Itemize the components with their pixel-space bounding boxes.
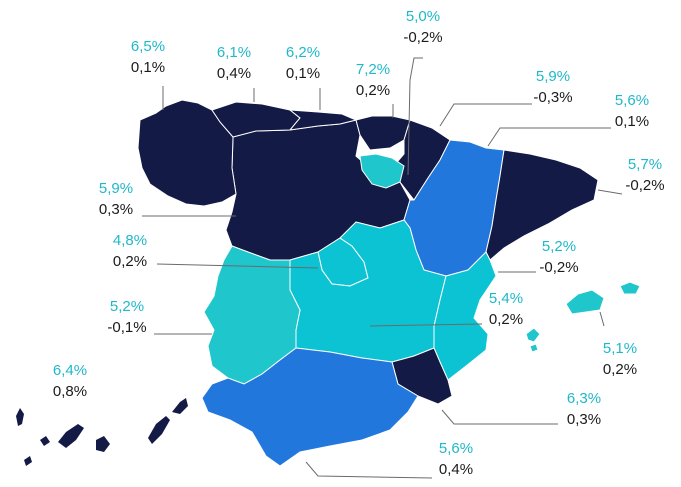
label-pais-vasco: 7,2% 0,2% — [353, 59, 393, 101]
region-baleares-menorca — [619, 281, 641, 295]
label-la-rioja: 5,0% -0,2% — [400, 6, 446, 48]
label-navarra: 5,9% -0,3% — [530, 66, 576, 108]
label-c-valenciana: 5,2% -0,2% — [536, 236, 582, 278]
label-baleares: 5,1% 0,2% — [600, 338, 640, 380]
label-andalucia-value: 5,6% — [438, 440, 474, 457]
label-madrid-delta: 0,2% — [112, 253, 148, 270]
label-navarra-value: 5,9% — [535, 68, 571, 85]
region-canarias-gran-canaria — [96, 436, 110, 452]
region-canarias-la-palma — [16, 408, 24, 426]
label-extremadura-value: 5,2% — [109, 298, 145, 315]
leader-andalucia — [305, 461, 433, 479]
label-cantabria-value: 6,2% — [285, 44, 321, 61]
region-canarias-fuerteventura — [148, 416, 170, 444]
label-cataluna: 5,7% -0,2% — [622, 154, 668, 196]
label-la-rioja-value: 5,0% — [405, 8, 441, 25]
label-madrid-value: 4,8% — [112, 232, 148, 249]
label-baleares-delta: 0,2% — [602, 361, 638, 378]
label-madrid: 4,8% 0,2% — [110, 230, 150, 272]
label-pais-vasco-value: 7,2% — [355, 61, 391, 78]
label-andalucia-delta: 0,4% — [438, 461, 474, 478]
label-c-valenciana-value: 5,2% — [541, 238, 577, 255]
region-baleares-formentera — [529, 343, 539, 353]
label-extremadura: 5,2% -0,1% — [104, 296, 150, 338]
label-murcia: 6,3% 0,3% — [564, 388, 604, 430]
label-canarias-delta: 0,8% — [52, 383, 88, 400]
label-baleares-value: 5,1% — [602, 340, 638, 357]
label-asturias-value: 6,1% — [216, 44, 252, 61]
label-castilla-la-mancha: 5,4% 0,2% — [486, 288, 526, 330]
region-c-valenciana — [433, 251, 497, 381]
label-castilla-leon-delta: 0,3% — [98, 201, 134, 218]
label-galicia-delta: 0,1% — [130, 59, 166, 76]
label-navarra-delta: -0,3% — [533, 89, 573, 106]
label-murcia-delta: 0,3% — [566, 411, 602, 428]
leader-lines — [142, 57, 623, 479]
label-pais-vasco-delta: 0,2% — [355, 82, 391, 99]
region-cataluna — [485, 149, 599, 261]
label-cantabria: 6,2% 0,1% — [283, 42, 323, 84]
label-castilla-leon: 5,9% 0,3% — [96, 178, 136, 220]
label-canarias-value: 6,4% — [52, 362, 88, 379]
label-asturias-delta: 0,4% — [216, 65, 252, 82]
region-canarias-la-gomera — [40, 436, 50, 446]
region-pais-vasco — [355, 115, 411, 151]
leader-la-rioja — [407, 57, 423, 176]
label-andalucia: 5,6% 0,4% — [436, 438, 476, 480]
label-canarias: 6,4% 0,8% — [50, 360, 90, 402]
region-canarias-el-hierro — [24, 456, 32, 466]
leader-madrid — [156, 263, 319, 269]
region-la-rioja — [359, 153, 405, 189]
region-cantabria — [288, 109, 358, 131]
leader-navarra — [439, 103, 532, 127]
label-aragon-delta: 0,1% — [614, 113, 650, 130]
region-canarias-tenerife — [58, 424, 84, 448]
label-aragon-value: 5,6% — [614, 92, 650, 109]
label-asturias: 6,1% 0,4% — [214, 42, 254, 84]
label-galicia: 6,5% 0,1% — [128, 36, 168, 78]
label-aragon: 5,6% 0,1% — [612, 90, 652, 132]
label-cataluna-value: 5,7% — [627, 156, 663, 173]
region-galicia — [137, 99, 237, 207]
label-la-rioja-delta: -0,2% — [403, 29, 443, 46]
label-galicia-value: 6,5% — [130, 38, 166, 55]
region-canarias-lanzarote — [172, 398, 188, 414]
region-andalucia — [201, 347, 419, 467]
region-baleares-ibiza — [525, 327, 541, 343]
label-c-valenciana-delta: -0,2% — [539, 259, 579, 276]
label-cataluna-delta: -0,2% — [625, 177, 665, 194]
label-castilla-la-mancha-value: 5,4% — [488, 290, 524, 307]
leader-baleares — [599, 311, 605, 327]
leader-aragon — [487, 127, 611, 147]
leader-cataluna — [597, 189, 623, 195]
label-murcia-value: 6,3% — [566, 390, 602, 407]
label-castilla-leon-value: 5,9% — [98, 180, 134, 197]
leader-murcia — [441, 409, 558, 425]
region-baleares — [565, 289, 605, 315]
label-extremadura-delta: -0,1% — [107, 319, 147, 336]
leader-castilla-la-mancha — [369, 323, 483, 327]
label-castilla-la-mancha-delta: 0,2% — [488, 311, 524, 328]
label-cantabria-delta: 0,1% — [285, 65, 321, 82]
